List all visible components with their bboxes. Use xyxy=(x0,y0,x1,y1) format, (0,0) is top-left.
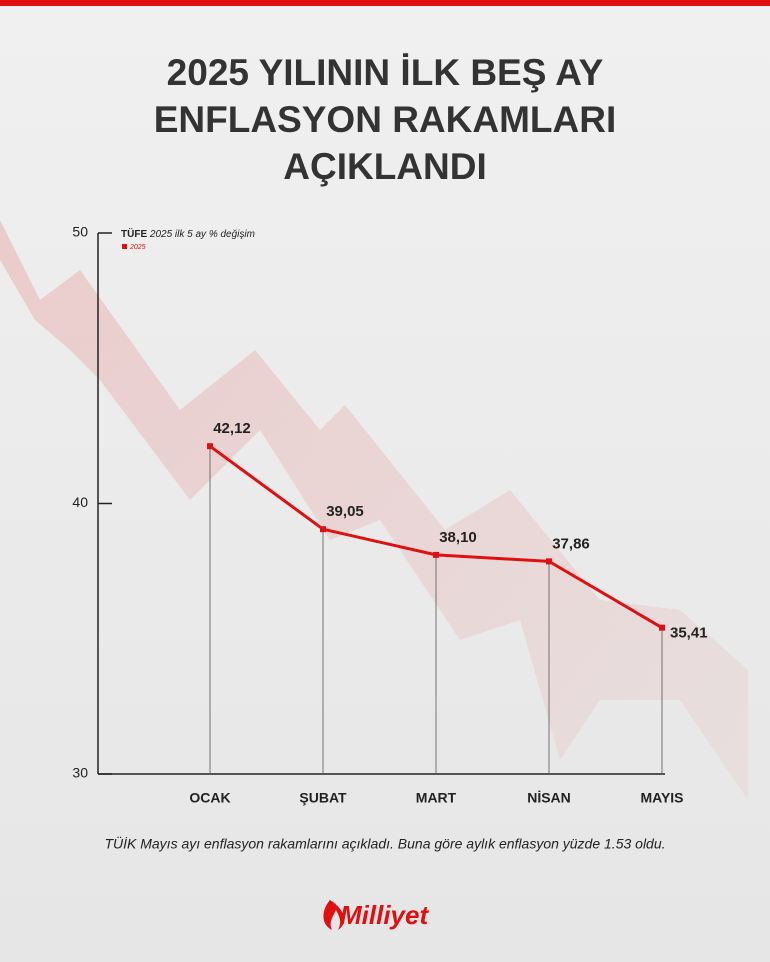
x-tick-label: MAYIS xyxy=(640,790,683,806)
legend-title-bold: TÜFE xyxy=(121,227,147,240)
x-tick-label: ŞUBAT xyxy=(299,790,347,806)
data-label: 38,10 xyxy=(439,529,477,546)
x-tick-label: NİSAN xyxy=(527,790,571,806)
top-bar xyxy=(0,0,770,6)
title-line: AÇIKLANDI xyxy=(283,146,486,187)
legend-title: TÜFE 2025 ilk 5 ay % değişim xyxy=(121,227,255,240)
brand: Milliyet xyxy=(340,900,429,930)
x-tick-label: MART xyxy=(416,790,457,806)
data-label: 37,86 xyxy=(552,535,590,552)
data-point xyxy=(207,443,213,450)
footnote: TÜİK Mayıs ayı enflasyon rakamlarını açı… xyxy=(104,835,665,852)
legend-swatch xyxy=(122,244,127,249)
title-line: ENFLASYON RAKAMLARI xyxy=(154,99,616,140)
title-line: 2025 YILININ İLK BEŞ AY xyxy=(167,52,604,93)
data-point xyxy=(433,551,439,558)
legend-label: 2025 xyxy=(129,244,146,251)
data-label: 39,05 xyxy=(326,503,364,520)
y-tick-label: 30 xyxy=(72,765,88,781)
data-point xyxy=(546,558,552,565)
x-tick-label: OCAK xyxy=(189,790,230,806)
y-tick-label: 50 xyxy=(72,224,88,240)
legend-subtitle: 2025 ilk 5 ay % değişim xyxy=(149,229,255,240)
plot: 30 40 50 OCAK ŞUBAT MART NİSAN MAYIS 2025 42,12 39… xyxy=(72,224,707,806)
background-arrow xyxy=(0,220,748,800)
y-tick-label: 40 xyxy=(72,494,88,510)
data-label: 35,41 xyxy=(670,625,708,642)
data-point xyxy=(320,526,326,533)
data-label: 42,12 xyxy=(213,420,251,437)
brand-icon xyxy=(323,900,345,930)
data-point xyxy=(659,624,665,631)
